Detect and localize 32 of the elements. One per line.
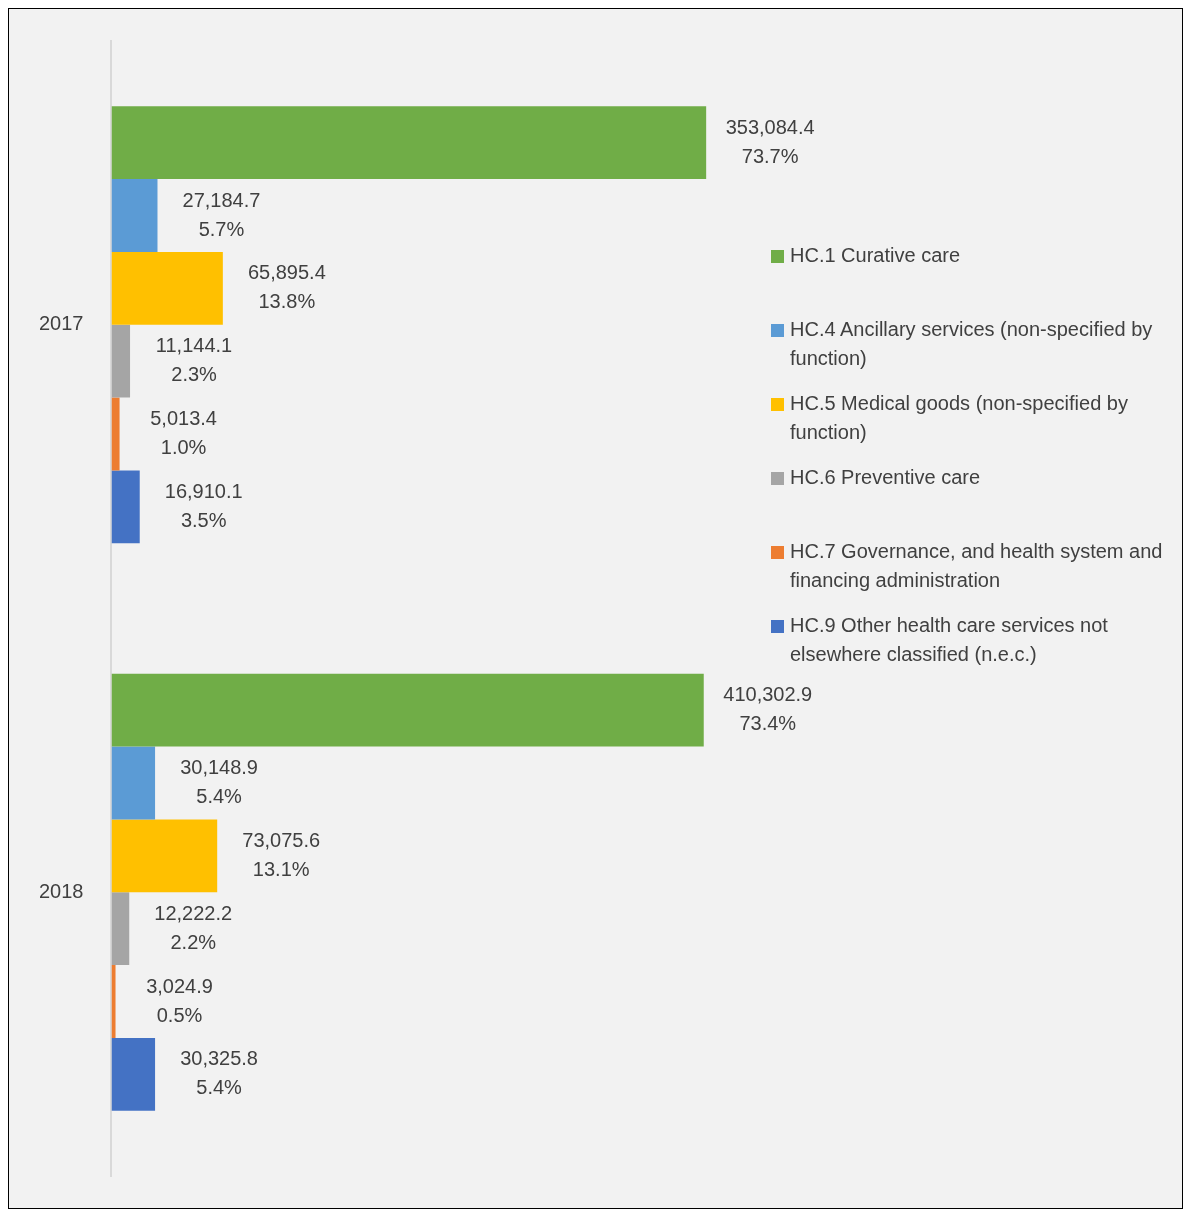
bar xyxy=(111,892,130,966)
bar xyxy=(111,251,223,325)
data-label: 65,895.4 13.8% xyxy=(247,261,326,313)
bar xyxy=(111,746,156,820)
bar xyxy=(111,470,140,544)
data-label: 410,302.9 73.4% xyxy=(723,683,813,735)
data-label: 27,184.7 5.7% xyxy=(182,188,261,240)
bar xyxy=(111,106,707,180)
legend-label: HC.6 Preventive care xyxy=(790,465,981,490)
bar xyxy=(111,819,218,893)
data-label: 12,222.2 2.2% xyxy=(154,901,233,953)
y-tick-label: 2017 xyxy=(38,312,84,335)
data-label: 16,910.1 3.5% xyxy=(164,479,243,531)
data-label: 353,084.4 73.7% xyxy=(725,115,815,167)
data-label: 11,144.1 2.3% xyxy=(155,334,233,386)
legend-label: HC.9 Other health care services not elsewhere classified (n.e.c.) xyxy=(790,613,1109,667)
legend-label: HC.7 Governance, and health system and financing administration xyxy=(790,539,1164,593)
data-label: 5,013.4 1.0% xyxy=(150,407,217,459)
bar xyxy=(111,397,120,471)
legend-label: HC.4 Ancillary services (non-specified by function) xyxy=(790,317,1154,371)
y-tick-label: 2018 xyxy=(38,879,84,902)
data-label: 30,325.8 5.4% xyxy=(180,1047,258,1099)
bar xyxy=(111,673,704,747)
bar xyxy=(111,1037,156,1111)
data-label: 3,024.9 0.5% xyxy=(146,974,213,1026)
data-label: 30,148.9 5.4% xyxy=(180,756,258,808)
legend-label: HC.1 Curative care xyxy=(790,243,961,268)
bar xyxy=(111,179,158,252)
bar xyxy=(111,324,131,398)
legend-label: HC.5 Medical goods (non-specified by function) xyxy=(790,391,1129,445)
bar xyxy=(111,965,116,1038)
data-label: 73,075.6 13.1% xyxy=(242,828,321,880)
